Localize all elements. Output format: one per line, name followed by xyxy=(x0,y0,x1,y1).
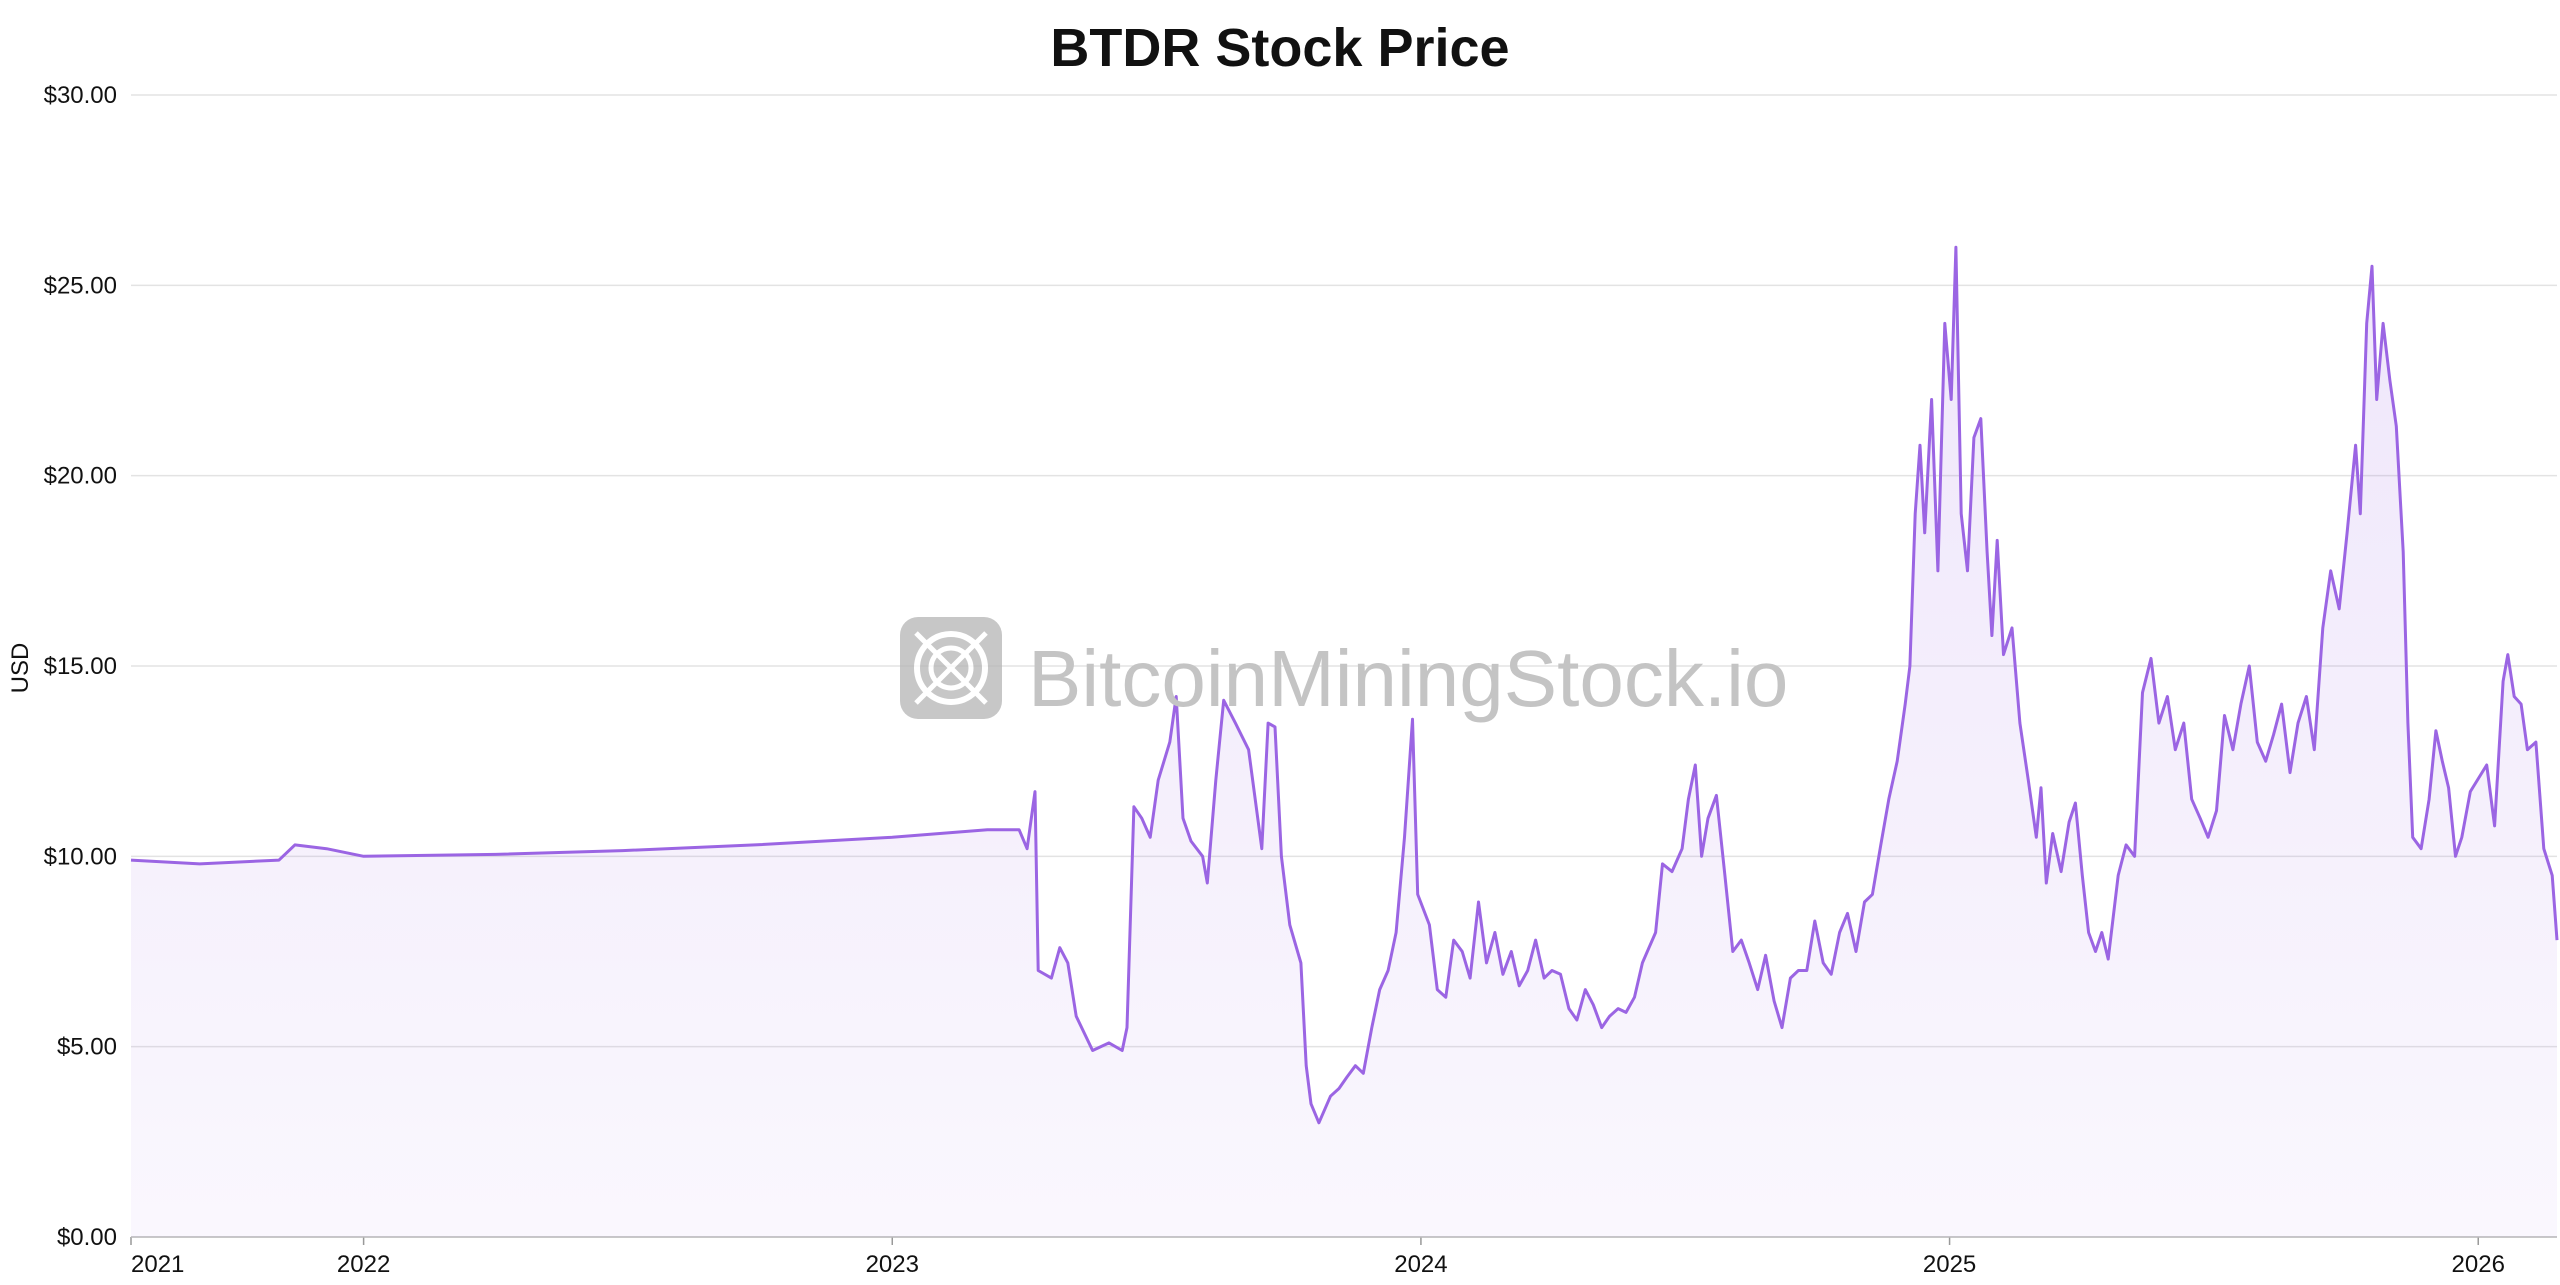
y-tick-label: $15.00 xyxy=(44,653,117,680)
y-tick-label: $5.00 xyxy=(57,1034,117,1061)
x-tick-label: 2021 xyxy=(131,1251,184,1278)
x-tick-label: 2025 xyxy=(1923,1251,1976,1278)
y-tick-label: $20.00 xyxy=(44,463,117,490)
y-tick-label: $25.00 xyxy=(44,272,117,299)
y-tick-label: $30.00 xyxy=(44,82,117,109)
y-tick-label: $0.00 xyxy=(57,1224,117,1251)
area-fill xyxy=(131,247,2557,1238)
y-tick-label: $10.00 xyxy=(44,843,117,870)
x-tick-label: 2023 xyxy=(866,1251,919,1278)
x-tick-label: 2022 xyxy=(337,1251,390,1278)
watermark-logo xyxy=(900,617,1002,719)
y-axis-label: USD xyxy=(7,643,34,694)
plot: $0.00 $5.00 $10.00 $15.00 $20.00 $25.00 $30.00… xyxy=(44,82,2559,1278)
price-line xyxy=(130,245,2559,1125)
x-tick-label: 2024 xyxy=(1394,1251,1447,1278)
watermark: BitcoinMiningStock.io xyxy=(1028,634,1788,723)
chart-title: BTDR Stock Price xyxy=(1050,18,1509,78)
x-tick-label: 2026 xyxy=(2452,1251,2505,1278)
